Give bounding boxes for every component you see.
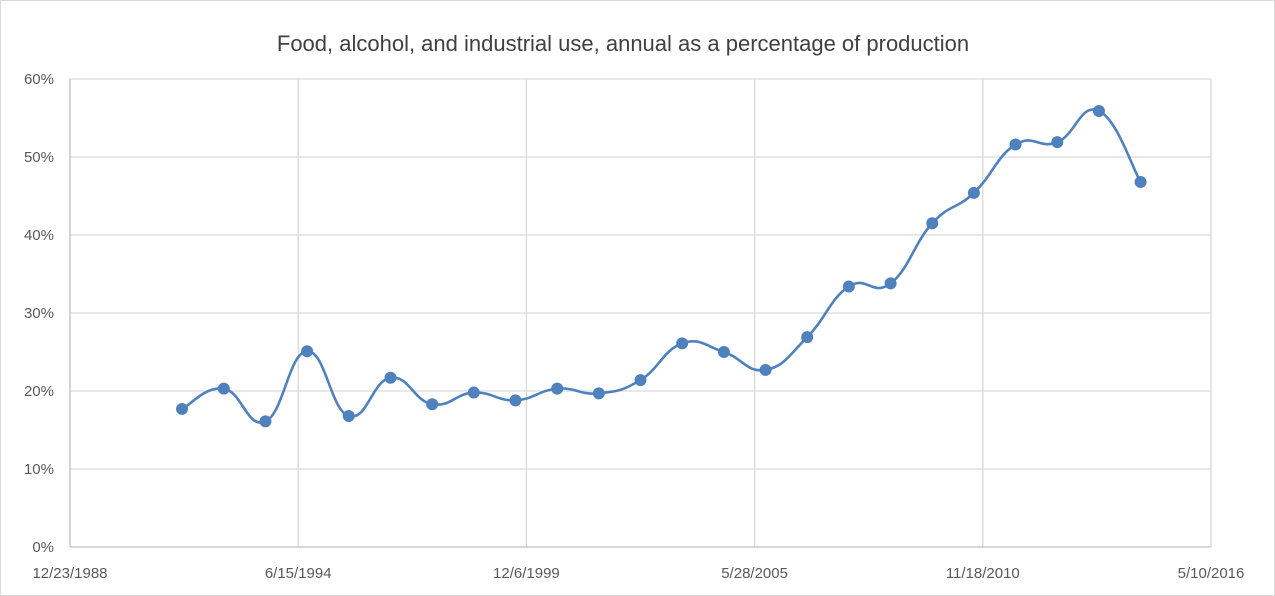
data-point bbox=[801, 331, 814, 344]
data-point bbox=[176, 402, 189, 415]
x-tick-label: 11/18/2010 bbox=[946, 565, 1020, 582]
data-point bbox=[259, 415, 272, 428]
data-point bbox=[1134, 175, 1147, 188]
data-point bbox=[467, 386, 480, 399]
data-point bbox=[717, 346, 730, 358]
y-tick-label: 40% bbox=[24, 227, 54, 244]
data-point bbox=[592, 387, 605, 400]
data-point bbox=[342, 409, 355, 422]
y-tick-label: 0% bbox=[32, 539, 54, 556]
x-tick-label: 6/15/1994 bbox=[265, 565, 332, 582]
data-point bbox=[426, 398, 439, 411]
data-point bbox=[926, 217, 939, 230]
x-tick-label: 12/23/1988 bbox=[32, 565, 107, 582]
y-tick-label: 20% bbox=[24, 383, 54, 400]
data-point bbox=[967, 186, 980, 199]
y-tick-label: 50% bbox=[24, 149, 54, 166]
data-point bbox=[759, 363, 772, 376]
data-point bbox=[1051, 136, 1064, 149]
gridlines bbox=[69, 78, 1212, 548]
axis-ticks: 0% 10% 20% 30% 40% 50% 60% 12/23/1988 6/15/1994 1… bbox=[24, 71, 1244, 582]
x-tick-label: 5/10/2016 bbox=[1178, 565, 1245, 582]
data-point bbox=[884, 277, 897, 290]
y-tick-label: 30% bbox=[24, 305, 54, 322]
data-point bbox=[509, 394, 522, 407]
data-point bbox=[217, 382, 230, 395]
data-point bbox=[634, 374, 647, 387]
data-point bbox=[551, 382, 564, 395]
data-point bbox=[384, 371, 397, 384]
y-tick-label: 60% bbox=[24, 71, 54, 88]
data-point bbox=[676, 337, 689, 350]
data-point bbox=[842, 280, 855, 293]
series-line bbox=[180, 108, 1142, 424]
series-layer bbox=[176, 104, 1147, 428]
y-tick-label: 10% bbox=[24, 461, 54, 478]
x-tick-label: 12/6/1999 bbox=[493, 565, 560, 582]
chart-title: Food, alcohol, and industrial use, annua… bbox=[277, 31, 969, 56]
data-point bbox=[301, 345, 314, 358]
data-point bbox=[1009, 138, 1022, 151]
x-tick-label: 5/28/2005 bbox=[721, 565, 788, 582]
data-point bbox=[1092, 104, 1105, 117]
